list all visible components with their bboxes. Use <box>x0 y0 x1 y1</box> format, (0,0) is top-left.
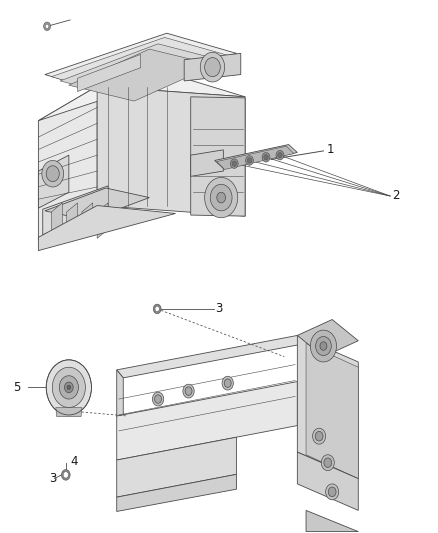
Polygon shape <box>117 437 237 497</box>
Circle shape <box>185 387 192 395</box>
Circle shape <box>205 177 238 217</box>
Circle shape <box>224 379 231 387</box>
Circle shape <box>59 376 78 399</box>
Circle shape <box>183 384 194 398</box>
Circle shape <box>316 336 331 356</box>
Circle shape <box>46 24 49 28</box>
Polygon shape <box>45 33 237 94</box>
Polygon shape <box>117 382 297 460</box>
Circle shape <box>217 192 226 203</box>
Polygon shape <box>297 319 358 357</box>
Circle shape <box>232 161 237 166</box>
Circle shape <box>64 382 73 393</box>
Polygon shape <box>306 343 358 479</box>
Polygon shape <box>39 86 97 240</box>
Polygon shape <box>117 335 306 378</box>
Polygon shape <box>69 49 215 101</box>
Circle shape <box>42 160 64 187</box>
Polygon shape <box>60 44 223 98</box>
Polygon shape <box>51 203 62 238</box>
Text: 4: 4 <box>70 455 78 467</box>
Circle shape <box>262 152 270 162</box>
Circle shape <box>246 156 253 165</box>
Polygon shape <box>39 76 245 120</box>
Polygon shape <box>82 203 93 238</box>
Polygon shape <box>297 452 358 511</box>
Circle shape <box>278 152 282 158</box>
Circle shape <box>46 360 92 415</box>
Polygon shape <box>297 335 358 479</box>
Polygon shape <box>306 511 358 531</box>
Polygon shape <box>117 370 123 423</box>
Circle shape <box>320 342 327 350</box>
Circle shape <box>311 330 336 362</box>
Circle shape <box>46 166 59 182</box>
Circle shape <box>315 431 323 441</box>
Circle shape <box>328 487 336 497</box>
Polygon shape <box>217 146 294 169</box>
Circle shape <box>52 367 85 408</box>
Circle shape <box>247 158 252 163</box>
Circle shape <box>44 22 50 30</box>
Text: 3: 3 <box>215 302 223 316</box>
Circle shape <box>155 306 159 312</box>
Circle shape <box>210 184 232 211</box>
Polygon shape <box>56 408 82 417</box>
Circle shape <box>264 155 268 160</box>
Polygon shape <box>39 155 69 208</box>
Circle shape <box>325 484 339 500</box>
Text: 5: 5 <box>14 381 21 394</box>
Circle shape <box>155 395 162 403</box>
Polygon shape <box>184 53 241 81</box>
Polygon shape <box>117 474 237 512</box>
Polygon shape <box>215 144 297 168</box>
Circle shape <box>321 455 334 471</box>
Circle shape <box>67 385 71 390</box>
Circle shape <box>61 470 70 480</box>
Polygon shape <box>78 54 141 92</box>
Text: 1: 1 <box>327 143 335 156</box>
Circle shape <box>276 150 284 160</box>
Polygon shape <box>191 150 223 176</box>
Circle shape <box>324 458 332 467</box>
Polygon shape <box>191 97 245 216</box>
Polygon shape <box>39 206 176 251</box>
Circle shape <box>63 472 68 478</box>
Circle shape <box>153 304 161 314</box>
Circle shape <box>200 52 225 82</box>
Circle shape <box>205 58 220 77</box>
Polygon shape <box>97 86 245 216</box>
Polygon shape <box>97 203 108 238</box>
Circle shape <box>222 376 233 390</box>
Polygon shape <box>43 186 108 235</box>
Text: 3: 3 <box>49 472 57 485</box>
Text: 2: 2 <box>392 189 400 203</box>
Circle shape <box>313 428 325 444</box>
Circle shape <box>152 392 164 406</box>
Polygon shape <box>51 37 232 96</box>
Polygon shape <box>67 203 78 238</box>
Circle shape <box>230 159 238 168</box>
Polygon shape <box>45 188 149 220</box>
